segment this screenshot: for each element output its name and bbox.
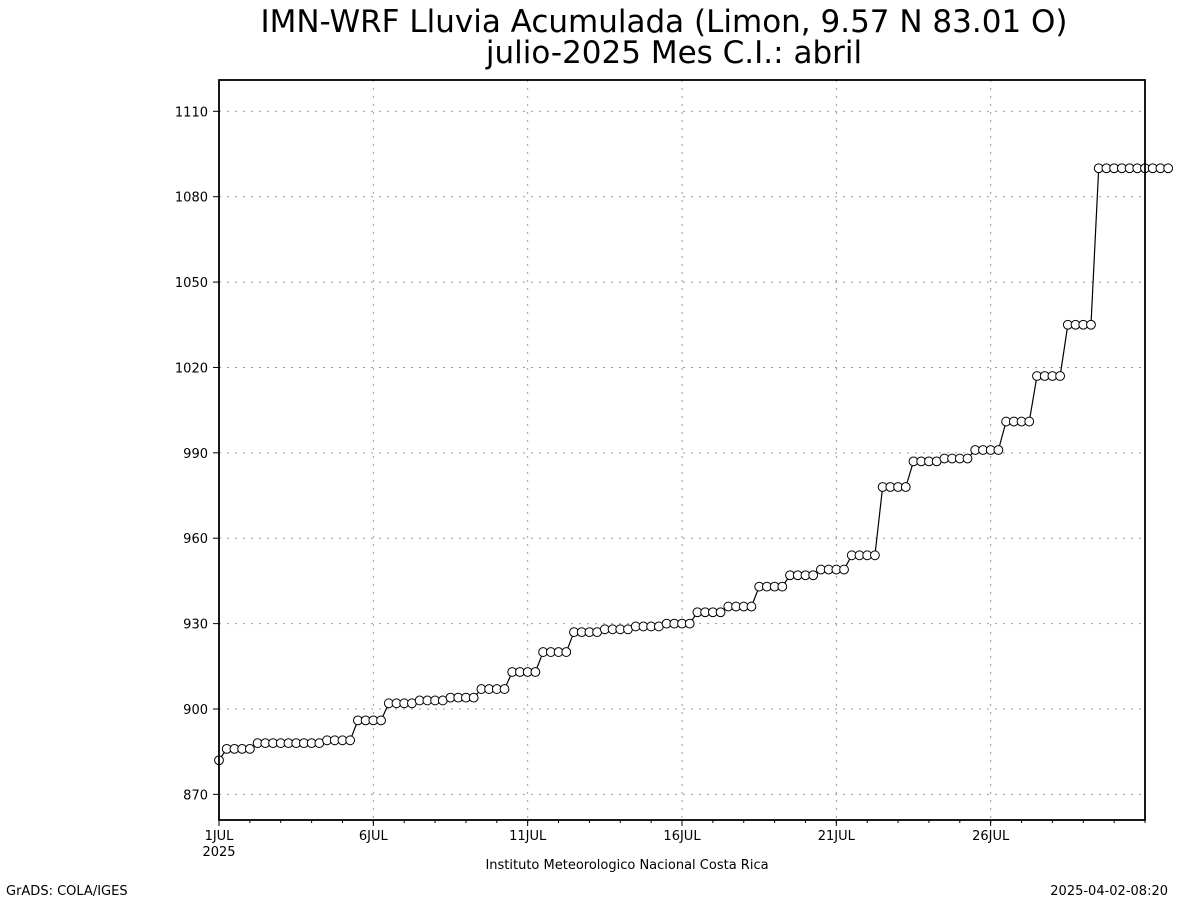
data-point [1024,416,1035,427]
data-point [345,735,356,746]
x-tick-label: 26JUL [972,829,1010,844]
data-point [777,581,788,592]
y-tick-label: 930 [183,618,208,633]
data-point [870,550,880,561]
x-tick-label: 16JUL [663,829,701,844]
data-point [468,692,479,703]
data-point [1086,319,1096,330]
data-point [530,667,541,677]
y-tick-label: 900 [183,703,208,718]
data-point [499,684,510,694]
x-axis-label: Instituto Meteorologico Nacional Costa R… [485,858,768,873]
data-point [715,607,726,618]
data-point [244,743,255,754]
chart-subtitle: julio-2025 Mes C.I.: abril [485,35,862,71]
y-tick-label: 1020 [175,361,208,376]
y-tick-label: 870 [183,788,208,803]
x-tick-label: 6JUL [359,829,389,844]
data-point [1055,371,1066,381]
x-tick-label: 21JUL [818,829,856,844]
data-point [684,618,695,629]
data-point [746,601,757,612]
y-tick-label: 1110 [175,105,208,120]
series-layer [214,163,1174,766]
chart-title: IMN-WRF Lluvia Acumulada (Limon, 9.57 N … [260,4,1067,40]
credit-right: 2025-04-02-08:20 [1050,884,1168,899]
data-point [993,445,1004,455]
data-point [839,564,849,575]
x-tick-label: 1JUL [205,829,235,844]
data-point [808,570,819,581]
grid-layer [219,80,1145,820]
data-point [376,715,386,726]
y-tick-label: 1080 [175,191,208,206]
credit-left: GrADS: COLA/IGES [6,884,128,899]
data-point [1163,163,1174,174]
y-tick-label: 960 [183,532,208,547]
x-tick-sublabel: 2025 [202,845,235,860]
accumulated-rain-line [218,167,1169,761]
data-point [900,482,911,492]
plot-frame [218,79,1146,821]
y-tick-label: 990 [183,447,208,462]
data-point [962,453,973,464]
y-tick-label: 1050 [175,276,208,291]
x-tick-label: 11JUL [509,829,547,844]
data-point [561,647,572,657]
